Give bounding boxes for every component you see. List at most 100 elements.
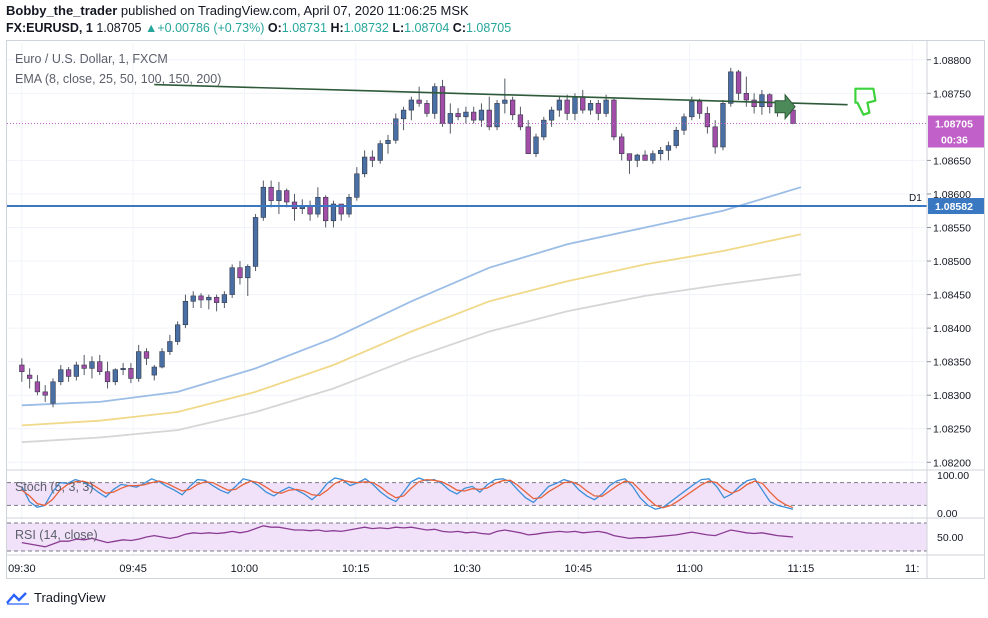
candle-body xyxy=(728,71,734,104)
candle-body xyxy=(361,156,368,175)
candle-body xyxy=(525,126,531,154)
candle-body xyxy=(720,103,726,148)
candle-body xyxy=(50,381,56,404)
y-tick-label: 1.08550 xyxy=(933,222,971,234)
candle-body xyxy=(556,99,563,111)
chart-title: Euro / U.S. Dollar, 1, FXCM xyxy=(15,52,168,66)
footer-brand[interactable]: TradingView xyxy=(6,590,106,605)
candle-body xyxy=(548,109,555,121)
candle-body xyxy=(369,156,376,161)
candle-body xyxy=(494,103,500,128)
candle-body xyxy=(424,103,430,114)
candle-body xyxy=(143,351,150,359)
candle-body xyxy=(104,371,111,383)
candles xyxy=(19,67,796,408)
candle-body xyxy=(198,295,204,301)
d1-price-label: 1.08582 xyxy=(935,201,973,213)
candle-body xyxy=(689,101,695,118)
candle-body xyxy=(580,96,586,111)
candle-body xyxy=(237,267,243,279)
high-label: H: xyxy=(330,21,344,35)
x-tick-label: 09:30 xyxy=(8,563,36,575)
chart-frame[interactable]: D1 1.08800 1.08750 1.08650 1.08600 1.08550 1.… xyxy=(6,40,985,579)
candle-body xyxy=(128,368,134,379)
x-tick-label: 10:15 xyxy=(342,563,370,575)
x-tick-label: 11:00 xyxy=(676,563,703,575)
y-tick-label: 1.08650 xyxy=(933,155,971,167)
candle-body xyxy=(385,139,391,144)
candle-body xyxy=(89,361,95,369)
stoch-band xyxy=(7,482,927,506)
candle-body xyxy=(112,369,118,383)
x-tick-label: 10:45 xyxy=(565,563,593,575)
candle-body xyxy=(564,99,570,114)
candle-body xyxy=(159,351,165,368)
tradingview-brand-text: TradingView xyxy=(34,590,106,605)
candle-body xyxy=(252,217,259,267)
candle-body xyxy=(167,341,173,352)
rsi-line xyxy=(21,525,794,548)
countdown-label: 00:36 xyxy=(941,135,968,147)
candle-body xyxy=(307,205,313,215)
ema-legend: EMA (8, close, 25, 50, 100, 150, 200) xyxy=(15,72,221,86)
candle-body xyxy=(455,113,461,118)
candle-body xyxy=(42,391,48,396)
axes: 1.08800 1.08750 1.08650 1.08600 1.08550 1.085… xyxy=(7,41,984,578)
candle-body xyxy=(595,103,601,114)
rsi-pane xyxy=(7,522,927,552)
ema-lines xyxy=(21,186,802,444)
candle-body xyxy=(213,296,220,303)
candle-body xyxy=(463,111,469,118)
trendline xyxy=(154,83,848,106)
candle-body xyxy=(642,154,648,161)
candle-body xyxy=(400,109,407,120)
candle-body xyxy=(120,368,126,371)
candle-body xyxy=(502,99,508,104)
candle-body xyxy=(393,118,399,141)
candle-body xyxy=(97,361,103,373)
open-value: 1.08731 xyxy=(281,21,327,35)
candle-body xyxy=(541,119,547,138)
y-tick-label: 1.08600 xyxy=(933,189,971,201)
candle-body xyxy=(704,113,711,128)
candle-body xyxy=(471,111,477,121)
candle-body xyxy=(330,203,337,222)
candle-body xyxy=(681,116,687,131)
y-tick-label: 1.08350 xyxy=(933,357,971,369)
y-tick-label: 1.08250 xyxy=(933,424,971,436)
candle-body xyxy=(284,190,290,203)
overlays: D1 xyxy=(7,83,927,208)
candle-body xyxy=(276,190,282,201)
quote-line: FX:EURUSD, 1 1.08705 ▲+0.00786 (+0.73%) … xyxy=(6,21,511,35)
candle-body xyxy=(743,93,749,101)
ema-line-ema-150 xyxy=(21,233,802,427)
d1-level-label: D1 xyxy=(909,193,922,204)
x-tick-label: 09:45 xyxy=(119,563,147,575)
candle-body xyxy=(634,154,640,161)
candle-body xyxy=(712,126,718,148)
x-tick-label: 11:15 xyxy=(788,563,815,575)
candle-body xyxy=(759,94,765,108)
candle-body xyxy=(587,103,594,111)
candle-body xyxy=(603,99,609,114)
thumbs-down-icon xyxy=(854,87,877,116)
y-tick-label: 1.08500 xyxy=(933,256,971,268)
candle-body xyxy=(260,186,266,218)
chart-canvas[interactable]: D1 1.088001.087501.086501.086001.085501.… xyxy=(7,41,984,578)
candle-body xyxy=(268,186,274,201)
candle-body xyxy=(619,136,625,154)
candle-body xyxy=(26,374,33,379)
close-value: 1.08705 xyxy=(466,21,512,35)
candle-body xyxy=(658,150,664,154)
close-label: C: xyxy=(452,21,466,35)
publish-header: Bobby_the_trader published on TradingVie… xyxy=(6,3,469,18)
candle-body xyxy=(81,364,87,369)
author-name[interactable]: Bobby_the_trader xyxy=(6,3,118,18)
y-tick-label: 1.08800 xyxy=(933,55,971,67)
d1-price-box xyxy=(928,198,984,215)
candle-body xyxy=(151,366,157,376)
stoch-line-k xyxy=(21,477,794,510)
candle-body xyxy=(65,369,72,377)
candle-body xyxy=(182,300,189,326)
low-value: 1.08704 xyxy=(404,21,450,35)
